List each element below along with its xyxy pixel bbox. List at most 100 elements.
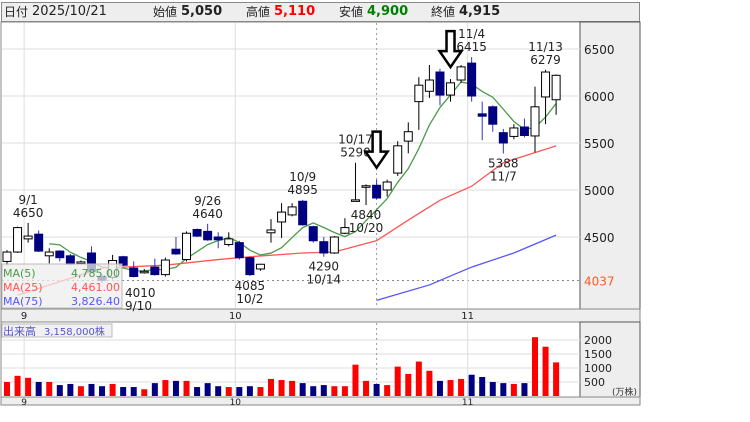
candle-body xyxy=(319,241,329,254)
candle-body xyxy=(118,256,128,266)
volume-bar xyxy=(331,386,338,396)
open-value: 5,050 xyxy=(181,4,223,19)
volume-bar xyxy=(363,380,370,396)
volume-bar xyxy=(468,374,475,396)
price-annotation: 6415 xyxy=(456,40,487,54)
price-annotation: 11/13 xyxy=(528,40,563,54)
month-label: 9 xyxy=(21,311,27,322)
ma25-label: MA(25) xyxy=(3,281,43,294)
volume-legend-value: 3,158,000株 xyxy=(44,325,105,338)
ma5-label: MA(5) xyxy=(3,267,36,280)
volume-bar xyxy=(384,385,391,396)
volume-bar xyxy=(458,378,465,396)
candle-body xyxy=(150,266,160,276)
ma5-value: 4,785.00 xyxy=(71,267,120,280)
volume-bar xyxy=(172,380,179,396)
price-annotation: 6279 xyxy=(530,53,561,67)
volume-bar xyxy=(320,385,327,396)
volume-bar xyxy=(510,383,517,396)
candle-body xyxy=(55,250,65,259)
low-label: 安値 xyxy=(339,5,364,19)
ma25-value: 4,461.00 xyxy=(71,281,120,294)
volume-bar xyxy=(151,383,158,396)
candle-body xyxy=(192,228,202,237)
price-annotation: 4085 xyxy=(235,279,266,293)
candle-body xyxy=(519,126,529,136)
price-annotation: 9/1 xyxy=(18,193,37,207)
candle-body xyxy=(234,242,244,259)
candle-body xyxy=(171,248,181,255)
candle-body xyxy=(245,257,255,276)
candle-body xyxy=(213,236,223,241)
candle-body xyxy=(44,251,54,257)
price-tick-label: 5500 xyxy=(584,137,615,151)
candle-body xyxy=(372,184,382,199)
date-strip-bottom xyxy=(0,396,641,406)
price-tick-label: 6500 xyxy=(584,43,615,57)
candle-body xyxy=(129,267,139,277)
candle-body xyxy=(414,84,424,103)
month-label: 10 xyxy=(229,311,242,322)
candle-body xyxy=(266,229,276,234)
candle-body xyxy=(65,255,75,265)
high-value: 5,110 xyxy=(274,4,316,19)
volume-tick-label: 1500 xyxy=(584,348,612,361)
volume-bar xyxy=(479,376,486,396)
candle-body xyxy=(2,251,12,262)
volume-bar xyxy=(257,387,264,396)
candle-body xyxy=(277,211,287,223)
price-tick-label: 5000 xyxy=(584,184,615,198)
candle-body xyxy=(477,113,487,117)
volume-bar xyxy=(352,364,359,396)
volume-bar xyxy=(215,386,222,396)
price-annotation: 11/7 xyxy=(490,170,517,184)
candle-body xyxy=(139,270,149,274)
price-axis xyxy=(579,21,641,310)
candle-body xyxy=(23,235,33,240)
volume-bar xyxy=(77,386,84,396)
price-annotation: 4640 xyxy=(192,207,223,221)
volume-bar xyxy=(109,383,116,396)
price-annotation: 4290 xyxy=(309,260,340,274)
volume-bar xyxy=(204,383,211,396)
date-label: 日付 xyxy=(4,5,29,19)
candle-body xyxy=(393,145,403,174)
candle-body xyxy=(382,181,392,191)
volume-bar xyxy=(246,386,253,396)
candle-body xyxy=(203,230,213,241)
candle-body xyxy=(182,232,192,261)
volume-bar xyxy=(278,380,285,396)
candle-body xyxy=(498,132,508,144)
volume-bar xyxy=(225,387,232,396)
volume-bar xyxy=(14,375,21,396)
candle-body xyxy=(298,200,308,226)
volume-bar xyxy=(542,346,549,396)
volume-bar xyxy=(162,380,169,396)
high-label: 高値 xyxy=(246,5,271,19)
candle-body xyxy=(287,206,297,216)
volume-legend: 出来高 3,158,000株 xyxy=(1,323,113,338)
volume-bar xyxy=(268,378,274,396)
candle-body xyxy=(160,259,170,276)
volume-bar xyxy=(46,382,53,396)
price-annotation: 10/2 xyxy=(236,292,263,306)
price-tick-label: 4500 xyxy=(584,231,615,245)
date-strip-top xyxy=(0,308,641,323)
price-annotation: 10/9 xyxy=(289,170,316,184)
price-annotation: 5388 xyxy=(488,157,519,171)
candle-body xyxy=(224,238,234,246)
volume-bar xyxy=(299,383,306,396)
candle-body xyxy=(76,261,86,264)
price-annotation: 4895 xyxy=(287,183,318,197)
candle-body xyxy=(446,82,456,96)
open-label: 始値 xyxy=(153,5,178,19)
volume-bar xyxy=(289,380,296,396)
price-annotation: 4840 xyxy=(351,208,382,222)
down-arrow-icon xyxy=(437,29,464,70)
month-label: 11 xyxy=(462,398,473,408)
volume-bar xyxy=(341,386,348,396)
volume-bar xyxy=(130,387,137,396)
price-annotation: 11/4 xyxy=(458,27,485,41)
ma75-line xyxy=(376,234,557,301)
